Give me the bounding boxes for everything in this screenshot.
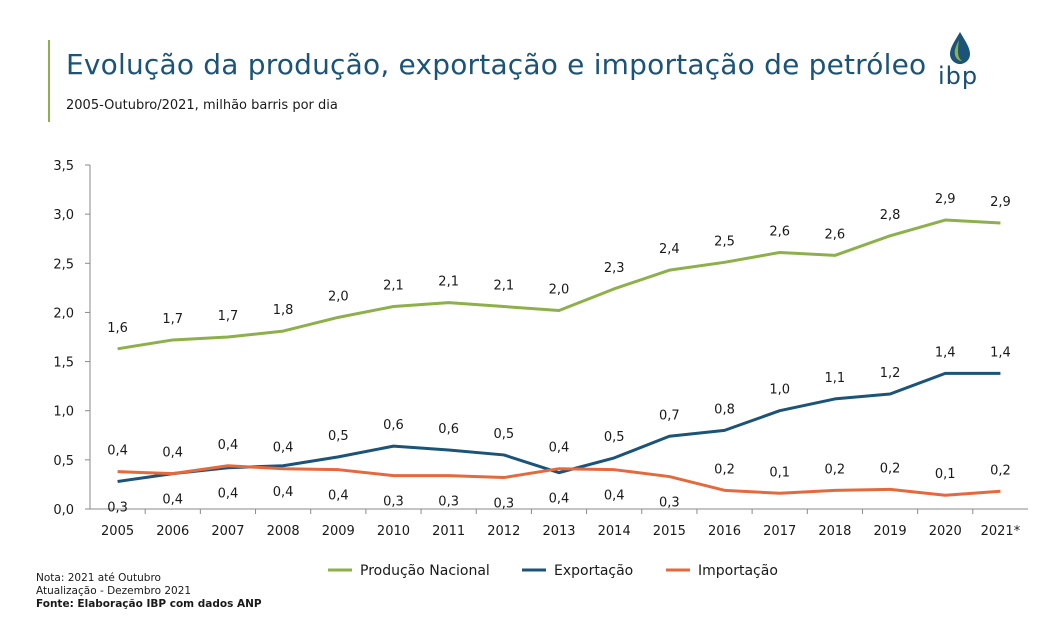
data-label: 0,4 [273, 441, 294, 456]
data-label: 0,4 [549, 492, 570, 507]
logo-text: ibp [938, 62, 979, 90]
data-label: 0,4 [273, 485, 294, 500]
data-label: 0,3 [493, 497, 514, 512]
x-tick-label: 2014 [598, 524, 631, 539]
series-line-exporta-o [117, 371, 1001, 483]
series-line-produ-o-nacional [117, 218, 1001, 351]
ibp-logo [928, 28, 992, 98]
series-line-importa-o [117, 464, 1001, 497]
data-label: 0,4 [162, 493, 183, 508]
data-label: 0,2 [825, 462, 846, 477]
data-label: 0,2 [880, 461, 901, 476]
x-tick-label: 2020 [929, 524, 962, 539]
x-tick-label: 2008 [267, 524, 300, 539]
data-label: 2,6 [825, 227, 846, 242]
data-label: 1,4 [990, 345, 1011, 360]
x-tick-label: 2019 [874, 524, 907, 539]
data-label: 0,3 [438, 495, 459, 510]
x-tick-label: 2005 [101, 524, 134, 539]
note-text: Nota: 2021 até Outubro [36, 572, 161, 584]
data-label: 0,6 [383, 418, 404, 433]
y-tick-label: 2,0 [53, 306, 74, 321]
x-tick-label: 2017 [763, 524, 796, 539]
data-label: 0,3 [383, 495, 404, 510]
data-label: 0,4 [604, 489, 625, 504]
data-label: 2,9 [935, 192, 956, 207]
x-tick-label: 2012 [487, 524, 520, 539]
y-tick-label: 2,5 [53, 257, 74, 272]
legend-label: Exportação [554, 563, 633, 579]
legend-label: Produção Nacional [360, 563, 490, 579]
x-tick-label: 2009 [322, 524, 355, 539]
chart-subtitle: 2005-Outubro/2021, milhão barris por dia [66, 98, 338, 113]
chart-title: Evolução da produção, exportação e impor… [66, 48, 927, 81]
x-tick-label: 2016 [708, 524, 741, 539]
data-label: 2,9 [990, 195, 1011, 210]
footer-notes: Nota: 2021 até Outubro Atualização - Dez… [36, 572, 262, 611]
source-text: Fonte: Elaboração IBP com dados ANP [36, 598, 262, 610]
data-label: 0,4 [218, 487, 239, 502]
y-tick-label: 1,5 [53, 356, 74, 371]
data-label: 0,4 [549, 441, 570, 456]
legend-label: Importação [698, 563, 778, 579]
x-tick-label: 2010 [377, 524, 410, 539]
data-label: 0,5 [604, 430, 625, 445]
data-label: 0,2 [990, 463, 1011, 478]
update-text: Atualização - Dezembro 2021 [36, 585, 192, 597]
data-label: 0,4 [107, 444, 128, 459]
x-tick-label: 2021* [981, 524, 1021, 539]
x-tick-label: 2015 [653, 524, 686, 539]
data-label: 2,8 [880, 208, 901, 223]
data-label: 1,7 [218, 309, 239, 324]
x-tick-label: 2013 [542, 524, 575, 539]
x-tick-label: 2011 [432, 524, 465, 539]
data-label: 1,4 [935, 345, 956, 360]
x-tick-label: 2018 [818, 524, 851, 539]
data-label: 0,4 [328, 489, 349, 504]
data-label: 0,7 [659, 408, 680, 423]
y-tick-label: 3,5 [53, 159, 74, 174]
y-tick-label: 0,0 [53, 503, 74, 518]
data-label: 0,8 [714, 402, 735, 417]
data-label: 2,0 [549, 282, 570, 297]
data-label: 2,1 [493, 279, 514, 294]
data-label: 1,1 [825, 371, 846, 386]
data-label: 2,4 [659, 242, 680, 257]
data-label: 0,6 [438, 422, 459, 437]
data-label: 0,1 [935, 467, 956, 482]
y-tick-label: 3,0 [53, 208, 74, 223]
data-label: 0,3 [659, 496, 680, 511]
data-label: 0,5 [328, 429, 349, 444]
data-label: 0,1 [769, 465, 790, 480]
data-label: 0,4 [162, 446, 183, 461]
data-label: 1,6 [107, 321, 128, 336]
data-label: 0,4 [218, 438, 239, 453]
y-tick-label: 1,0 [53, 405, 74, 420]
data-label: 2,5 [714, 234, 735, 249]
drop-icon [950, 32, 970, 64]
data-label: 1,2 [880, 366, 901, 381]
data-label: 1,0 [769, 383, 790, 398]
x-tick-label: 2006 [156, 524, 189, 539]
data-label: 2,3 [604, 261, 625, 276]
data-label: 2,6 [769, 224, 790, 239]
data-label: 0,5 [493, 427, 514, 442]
data-label: 1,8 [273, 303, 294, 318]
y-tick-label: 0,5 [53, 454, 74, 469]
x-tick-label: 2007 [211, 524, 244, 539]
data-label: 2,1 [438, 275, 459, 290]
data-label: 0,2 [714, 462, 735, 477]
data-label: 2,0 [328, 289, 349, 304]
data-label: 0,3 [107, 500, 128, 515]
data-label: 1,7 [162, 312, 183, 327]
title-accent-bar [48, 40, 50, 122]
data-label: 2,1 [383, 279, 404, 294]
